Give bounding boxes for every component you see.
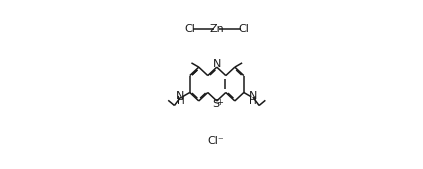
Text: Zn: Zn [209, 24, 224, 34]
Text: Cl⁻: Cl⁻ [207, 136, 224, 146]
Text: +: + [216, 98, 223, 107]
Text: N: N [213, 59, 221, 69]
Text: N: N [249, 91, 257, 101]
Text: N: N [176, 91, 184, 101]
Text: Cl: Cl [185, 24, 195, 34]
Text: Cl: Cl [238, 24, 249, 34]
Text: H: H [177, 96, 184, 106]
Text: H: H [249, 96, 257, 106]
Text: S: S [212, 99, 219, 109]
